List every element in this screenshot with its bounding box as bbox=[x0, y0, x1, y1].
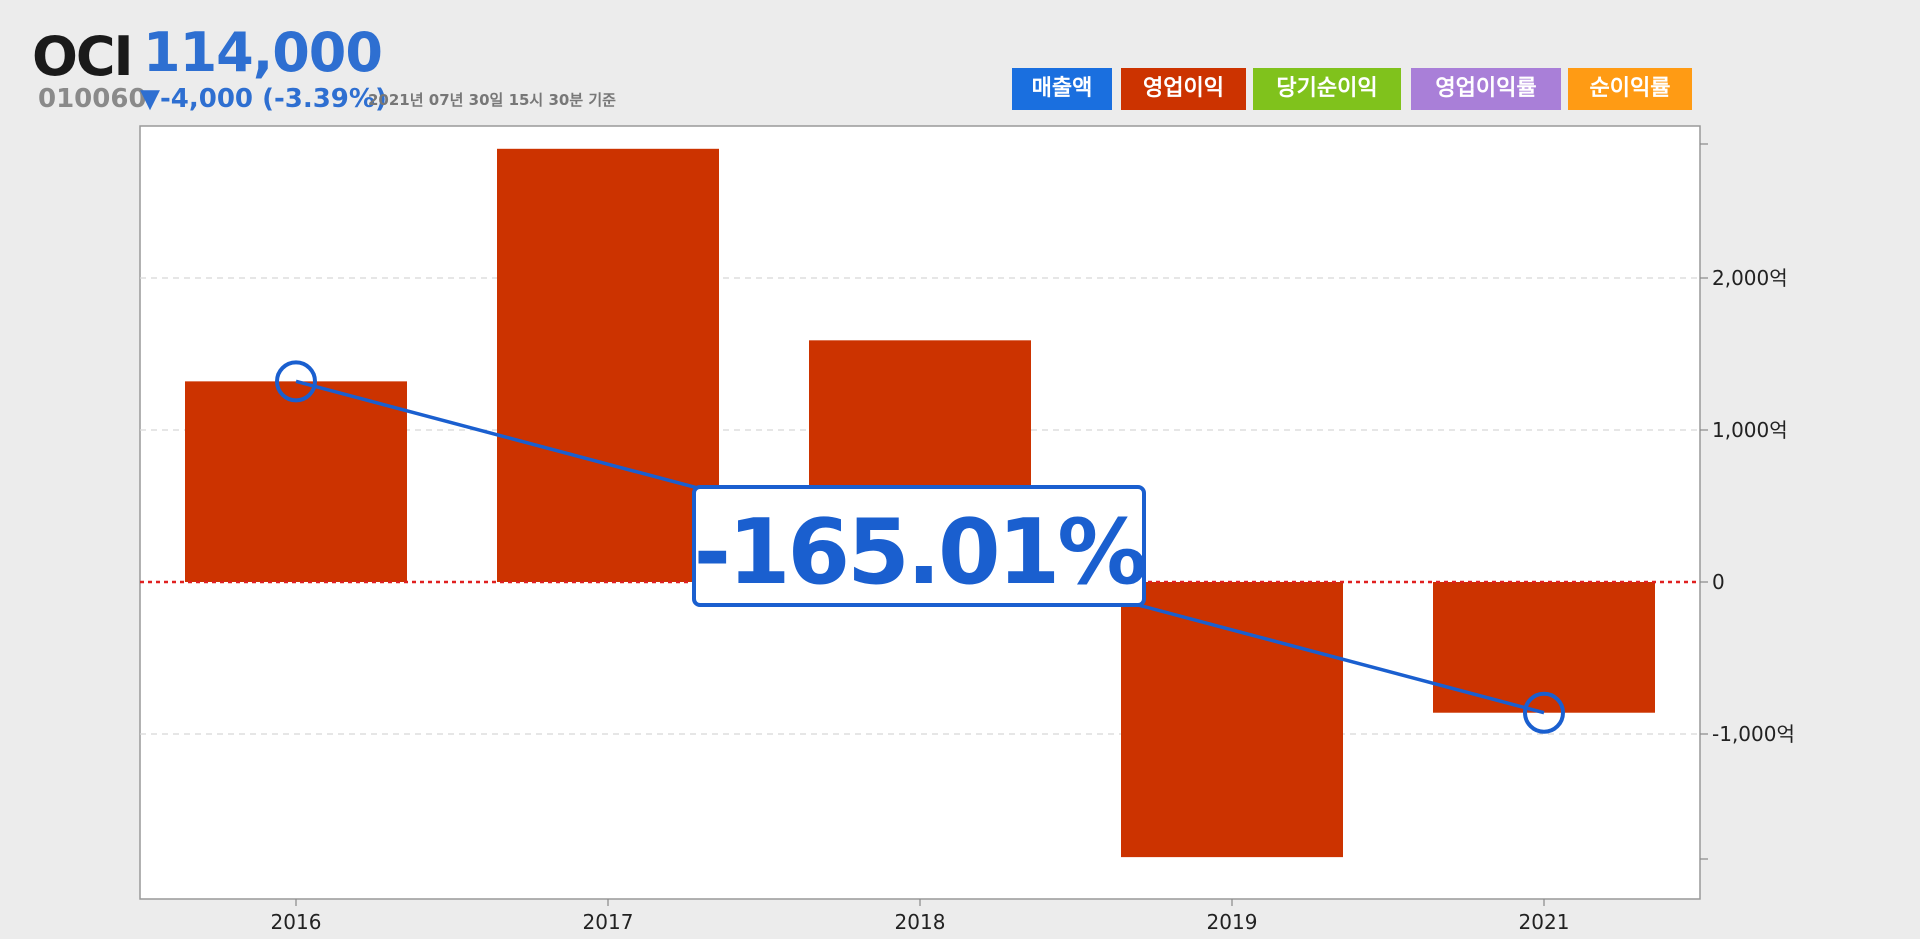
legend-operating-profit-button[interactable]: 영업이익 bbox=[1121, 68, 1246, 110]
x-tick-label: 2016 bbox=[271, 910, 322, 934]
annotation: -165.01% bbox=[692, 485, 1148, 607]
y-tick-label: 1,000억 bbox=[1712, 418, 1788, 442]
y-tick-label: 2,000억 bbox=[1712, 266, 1788, 290]
x-axis: 2016 2017 2018 2019 2021 bbox=[271, 899, 1570, 934]
stock-price: 114,000 bbox=[143, 21, 383, 84]
legend-net-income-button[interactable]: 당기순이익 bbox=[1253, 68, 1401, 110]
bar-2016 bbox=[185, 381, 407, 582]
price-change: ▼-4,000 (-3.39%) bbox=[140, 84, 387, 114]
trend-start-marker bbox=[275, 360, 317, 403]
x-tick-label: 2017 bbox=[583, 910, 634, 934]
x-tick-label: 2021 bbox=[1519, 910, 1570, 934]
legend-net-margin-button[interactable]: 순이익률 bbox=[1568, 68, 1692, 110]
annotation-label: -165.01% bbox=[694, 500, 1146, 605]
y-tick-label: -1,000억 bbox=[1712, 722, 1795, 746]
bar-2017 bbox=[497, 148, 719, 583]
bar-2019 bbox=[1121, 582, 1343, 858]
stock-code: 010060 bbox=[38, 84, 147, 114]
gridlines bbox=[140, 277, 1700, 735]
company-name: OCI bbox=[32, 25, 134, 88]
annotation-box bbox=[692, 485, 1146, 607]
x-tick-label: 2018 bbox=[895, 910, 946, 934]
bar-2021 bbox=[1433, 582, 1655, 713]
legend-operating-margin-button[interactable]: 영업이익률 bbox=[1411, 68, 1561, 110]
timestamp: 2021년 07년 30일 15시 30분 기준 bbox=[368, 91, 616, 109]
y-tick-label: 0 bbox=[1712, 570, 1725, 594]
x-tick-label: 2019 bbox=[1207, 910, 1258, 934]
legend-revenue-button[interactable]: 매출액 bbox=[1012, 68, 1112, 110]
trend-end-marker bbox=[1523, 691, 1565, 734]
bars bbox=[185, 148, 1655, 858]
y-axis: 2,000억 1,000억 0 -1,000억 bbox=[1700, 143, 1795, 860]
